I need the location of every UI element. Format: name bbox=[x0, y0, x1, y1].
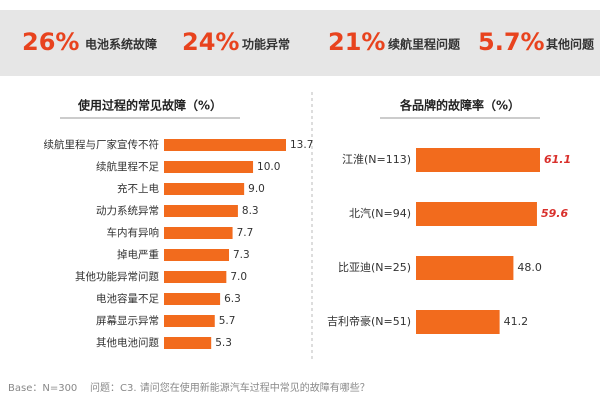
category-label: 车内有异响 bbox=[107, 226, 160, 239]
stat-label: 电池系统故障 bbox=[85, 37, 157, 52]
stat-value: 5.7% bbox=[478, 28, 545, 56]
stat-label: 其他问题 bbox=[546, 37, 595, 52]
value-label: 5.7 bbox=[219, 315, 236, 327]
bar bbox=[164, 227, 233, 239]
bar bbox=[164, 249, 230, 261]
bar bbox=[164, 315, 215, 327]
category-label: 其他电池问题 bbox=[96, 336, 159, 349]
bar bbox=[164, 293, 221, 305]
footer-base: Base：N=300 bbox=[8, 383, 77, 394]
bar bbox=[164, 205, 238, 217]
chart-title: 使用过程的常见故障（%） bbox=[77, 98, 222, 113]
value-label: 7.0 bbox=[230, 271, 247, 283]
stat-label: 续航里程问题 bbox=[388, 37, 461, 52]
value-label: 59.6 bbox=[541, 207, 568, 220]
value-label: 48.0 bbox=[517, 261, 542, 274]
category-label: 电池容量不足 bbox=[96, 292, 159, 305]
stat-value: 21% bbox=[328, 28, 385, 56]
value-label: 61.1 bbox=[544, 153, 571, 166]
category-label: 北汽(N=94) bbox=[349, 206, 411, 220]
category-label: 屏幕显示异常 bbox=[96, 314, 159, 327]
value-label: 7.7 bbox=[237, 227, 254, 239]
footer-question: 问题：C3. 请问您在使用新能源汽车过程中常见的故障有哪些？ bbox=[90, 381, 370, 394]
category-label: 续航里程与厂家宣传不符 bbox=[44, 138, 160, 151]
value-label: 5.3 bbox=[215, 337, 232, 349]
category-label: 充不上电 bbox=[117, 182, 159, 195]
value-label: 13.7 bbox=[290, 139, 313, 151]
stat-value: 26% bbox=[22, 28, 79, 56]
value-label: 41.2 bbox=[504, 315, 529, 328]
bar bbox=[164, 183, 245, 195]
value-label: 7.3 bbox=[233, 249, 250, 261]
chart-title: 各品牌的故障率（%） bbox=[399, 98, 520, 113]
bar bbox=[416, 148, 540, 172]
value-label: 9.0 bbox=[248, 183, 265, 195]
bar bbox=[164, 337, 212, 349]
bar bbox=[164, 271, 227, 283]
category-label: 掉电严重 bbox=[117, 248, 159, 261]
bar bbox=[164, 161, 254, 173]
stat-value: 24% bbox=[182, 28, 239, 56]
stat-label: 功能异常 bbox=[242, 37, 290, 52]
banner bbox=[0, 10, 600, 76]
category-label: 吉利帝豪(N=51) bbox=[327, 314, 411, 328]
bar bbox=[416, 202, 537, 226]
value-label: 8.3 bbox=[242, 205, 259, 217]
value-label: 10.0 bbox=[257, 161, 280, 173]
bar bbox=[416, 310, 500, 334]
category-label: 动力系统异常 bbox=[96, 204, 159, 217]
value-label: 6.3 bbox=[224, 293, 241, 305]
bar bbox=[416, 256, 514, 280]
category-label: 比亚迪(N=25) bbox=[338, 261, 411, 274]
category-label: 江淮(N=113) bbox=[342, 153, 411, 166]
bar bbox=[164, 139, 286, 151]
category-label: 续航里程不足 bbox=[96, 160, 159, 173]
category-label: 其他功能异常问题 bbox=[75, 270, 159, 283]
